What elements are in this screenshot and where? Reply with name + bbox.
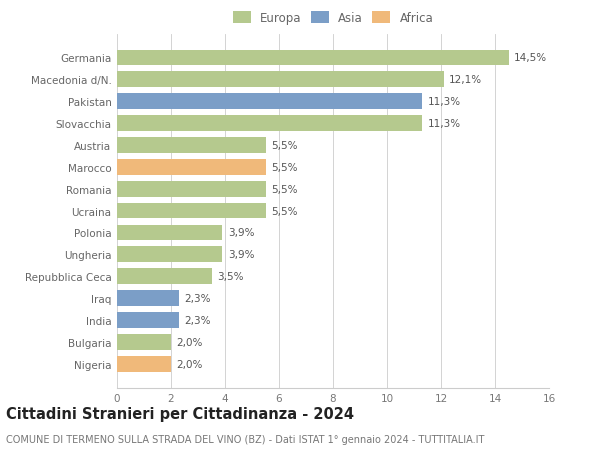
Text: COMUNE DI TERMENO SULLA STRADA DEL VINO (BZ) - Dati ISTAT 1° gennaio 2024 - TUTT: COMUNE DI TERMENO SULLA STRADA DEL VINO … — [6, 434, 484, 444]
Text: 5,5%: 5,5% — [271, 140, 298, 151]
Text: 5,5%: 5,5% — [271, 206, 298, 216]
Text: 2,0%: 2,0% — [176, 359, 203, 369]
Text: 3,9%: 3,9% — [228, 250, 254, 260]
Legend: Europa, Asia, Africa: Europa, Asia, Africa — [233, 12, 433, 25]
Text: 5,5%: 5,5% — [271, 185, 298, 194]
Text: 5,5%: 5,5% — [271, 162, 298, 173]
Text: 11,3%: 11,3% — [427, 97, 461, 107]
Text: 3,9%: 3,9% — [228, 228, 254, 238]
Bar — [117, 225, 223, 241]
Bar — [117, 334, 171, 350]
Bar — [117, 356, 171, 372]
Bar — [117, 116, 422, 132]
Bar — [117, 160, 265, 175]
Text: 12,1%: 12,1% — [449, 75, 482, 85]
Text: 14,5%: 14,5% — [514, 53, 547, 63]
Text: Cittadini Stranieri per Cittadinanza - 2024: Cittadini Stranieri per Cittadinanza - 2… — [6, 406, 354, 421]
Text: 2,0%: 2,0% — [176, 337, 203, 347]
Bar — [117, 73, 444, 88]
Text: 11,3%: 11,3% — [427, 119, 461, 129]
Bar — [117, 269, 212, 285]
Text: 3,5%: 3,5% — [217, 272, 244, 282]
Bar — [117, 203, 265, 219]
Bar — [117, 247, 223, 263]
Bar — [117, 94, 422, 110]
Text: 2,3%: 2,3% — [185, 315, 211, 325]
Bar — [117, 313, 179, 328]
Bar — [117, 50, 509, 66]
Text: 2,3%: 2,3% — [185, 293, 211, 303]
Bar — [117, 291, 179, 306]
Bar — [117, 181, 265, 197]
Bar — [117, 138, 265, 153]
